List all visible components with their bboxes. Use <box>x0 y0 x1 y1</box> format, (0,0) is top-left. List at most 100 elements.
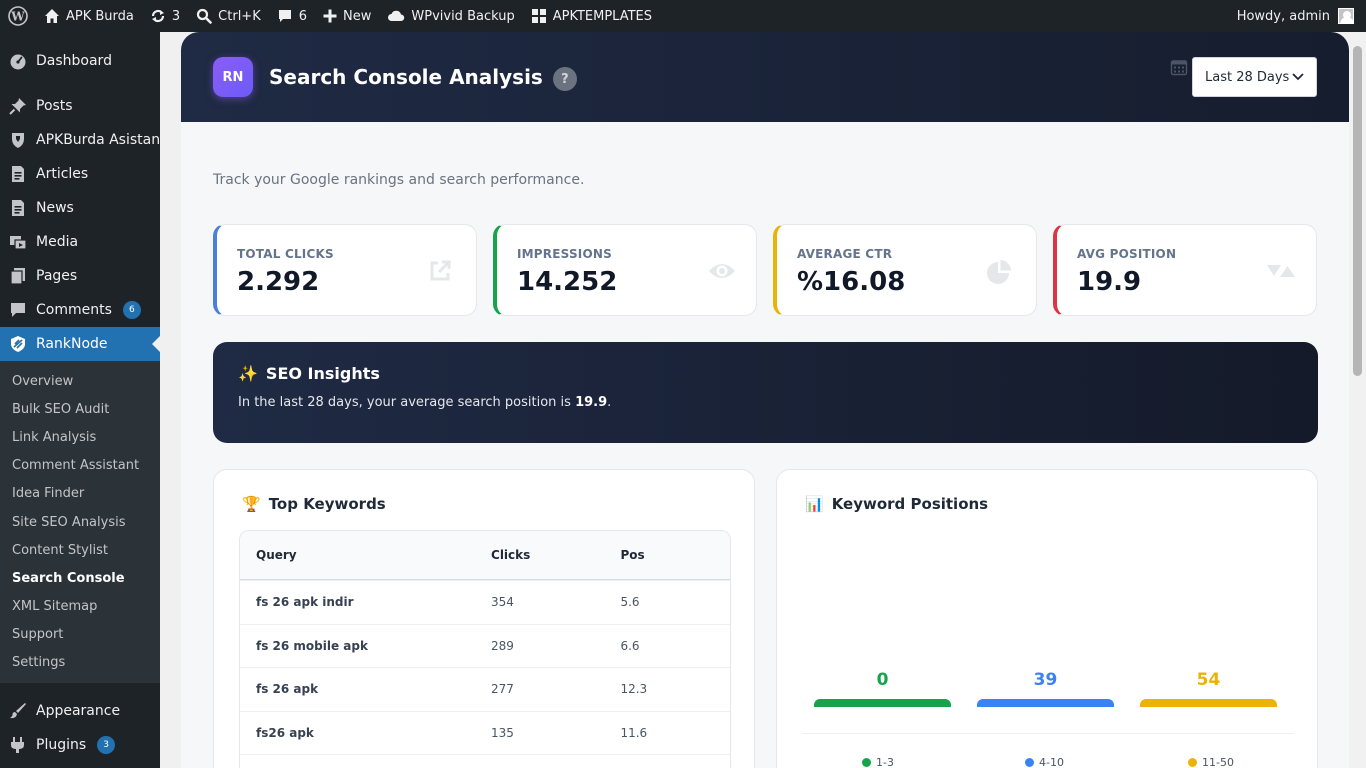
chart-bar[interactable] <box>977 699 1114 707</box>
account-menu[interactable]: Howdy, admin <box>1237 8 1366 24</box>
sidebar-item-apkburda-asistani[interactable]: APKBurda Asistanı <box>0 123 164 157</box>
sidebar-item-ranknode[interactable]: RankNode <box>0 327 160 361</box>
submenu-comment-assistant[interactable]: Comment Assistant <box>12 458 140 474</box>
keyword-positions-title-row: 📊 Keyword Positions <box>805 495 988 513</box>
column-header-query[interactable]: Query <box>256 548 297 562</box>
insights-title: SEO Insights <box>265 364 380 383</box>
calendar-icon <box>1170 60 1188 76</box>
submenu-xml-sitemap[interactable]: XML Sitemap <box>12 599 98 615</box>
submenu-idea-finder[interactable]: Idea Finder <box>12 486 85 502</box>
legend-dot-icon <box>1188 758 1197 767</box>
sidebar-item-label: Pages <box>36 268 78 284</box>
scrollbar-thumb[interactable] <box>1353 46 1362 376</box>
sidebar-item-posts[interactable]: Posts <box>0 89 160 123</box>
admin-bar: W APK Burda 3 Ctrl+K 6 New WPvivid Backu… <box>0 0 1366 32</box>
pin-icon <box>9 97 27 115</box>
panel-header: RN Search Console Analysis ? Last 28 Day… <box>181 32 1349 122</box>
home-icon <box>45 9 59 23</box>
media-icon <box>9 233 27 251</box>
position-cell: 6.6 <box>620 638 640 653</box>
sidebar-item-pages[interactable]: Pages <box>0 259 160 293</box>
top-keywords-table: Query Clicks Pos fs 26 apk indir 354 5.6… <box>239 530 731 768</box>
clicks-cell: 354 <box>491 595 514 610</box>
legend-label: 1-3 <box>876 756 894 768</box>
legend-label: 4-10 <box>1039 756 1064 768</box>
stat-value: 2.292 <box>237 267 320 297</box>
chart-bar[interactable] <box>1140 699 1277 707</box>
chart-column-4-10: 39 <box>977 670 1114 707</box>
legend-dot-icon <box>862 758 871 767</box>
sidebar-item-label: Plugins <box>36 737 87 754</box>
position-cell: 12.3 <box>620 682 648 697</box>
table-row[interactable] <box>240 754 730 768</box>
submenu-bulk-seo-audit[interactable]: Bulk SEO Audit <box>12 401 110 417</box>
sidebar-item-label: Media <box>36 234 79 250</box>
sidebar-item-news[interactable]: News <box>0 191 160 225</box>
templates-link[interactable]: APKTEMPLATES <box>523 0 660 32</box>
page-scrollbar[interactable] <box>1349 32 1366 768</box>
page-subtitle: Track your Google rankings and search pe… <box>213 172 585 188</box>
plus-icon <box>323 9 337 23</box>
ranknode-logo: RN <box>213 57 253 97</box>
position-cell: 5.6 <box>620 595 640 610</box>
sidebar-item-dashboard[interactable]: Dashboard <box>0 44 160 78</box>
greeting: Howdy, admin <box>1236 8 1330 24</box>
column-header-clicks[interactable]: Clicks <box>491 548 531 562</box>
query-cell: fs 26 apk <box>256 682 319 697</box>
wordpress-logo-button[interactable]: W <box>0 0 36 32</box>
stat-value: 14.252 <box>517 267 618 297</box>
ranknode-submenu: Overview Bulk SEO Audit Link Analysis Co… <box>0 361 160 684</box>
wordpress-logo-icon: W <box>8 6 28 26</box>
submenu-site-seo-analysis[interactable]: Site SEO Analysis <box>12 514 126 530</box>
keyword-positions-title: Keyword Positions <box>831 495 989 513</box>
sidebar-item-plugins[interactable]: Plugins 3 <box>0 728 160 762</box>
sidebar-item-comments[interactable]: Comments 6 <box>0 293 160 327</box>
table-row[interactable]: fs26 apk 135 11.6 <box>240 710 730 755</box>
site-name-link[interactable]: APK Burda <box>36 0 142 32</box>
submenu-overview[interactable]: Overview <box>12 373 74 389</box>
query-cell: fs 26 mobile apk <box>256 638 368 653</box>
submenu-link-analysis[interactable]: Link Analysis <box>12 429 97 445</box>
chart-data-label: 39 <box>1033 670 1058 690</box>
help-icon[interactable]: ? <box>552 67 577 91</box>
updates-link[interactable]: 3 <box>142 0 188 32</box>
keyword-positions-chart: 0 1-3 39 4-10 54 11-50 <box>802 670 1294 768</box>
column-header-pos[interactable]: Pos <box>620 548 645 562</box>
sparkles-icon: ✨ <box>238 364 258 383</box>
table-row[interactable]: fs 26 mobile apk 289 6.6 <box>240 623 730 668</box>
table-row[interactable]: fs 26 apk indir 354 5.6 <box>240 580 730 624</box>
submenu-support[interactable]: Support <box>12 627 64 643</box>
backup-link[interactable]: WPvivid Backup <box>379 0 522 32</box>
sort-arrows-icon <box>1267 265 1295 277</box>
stat-label: TOTAL CLICKS <box>237 247 334 261</box>
legend-dot-icon <box>1025 758 1034 767</box>
table-row[interactable]: fs 26 apk 277 12.3 <box>240 667 730 711</box>
new-content-button[interactable]: New <box>315 0 379 32</box>
comment-icon <box>9 301 27 319</box>
insights-title-row: ✨ SEO Insights <box>238 364 1293 383</box>
chart-legend-item: 11-50 <box>1188 756 1234 768</box>
insights-text-after: . <box>607 395 612 410</box>
position-cell: 11.6 <box>620 725 648 740</box>
submenu-search-console[interactable]: Search Console <box>12 570 125 586</box>
seo-insights-banner: ✨ SEO Insights In the last 28 days, your… <box>213 342 1318 443</box>
search-shortcut-button[interactable]: Ctrl+K <box>188 0 269 32</box>
stat-label: AVG POSITION <box>1077 247 1177 261</box>
updates-count: 3 <box>171 8 181 24</box>
external-link-icon <box>430 260 451 281</box>
refresh-icon <box>151 9 164 23</box>
submenu-content-stylist[interactable]: Content Stylist <box>12 542 108 558</box>
submenu-settings[interactable]: Settings <box>12 655 66 671</box>
comments-link[interactable]: 6 <box>269 0 315 32</box>
sidebar-item-appearance[interactable]: Appearance <box>0 694 160 728</box>
date-range-select[interactable]: Last 28 Days <box>1192 57 1317 97</box>
sidebar-item-articles[interactable]: Articles <box>0 157 160 191</box>
sidebar-item-media[interactable]: Media <box>0 225 160 259</box>
chart-bar[interactable] <box>814 699 951 707</box>
top-keywords-title: Top Keywords <box>268 495 386 513</box>
sidebar-item-label: Comments <box>36 302 112 318</box>
insights-text: In the last 28 days, your average search… <box>238 395 1293 410</box>
plugin-icon <box>9 736 27 754</box>
pie-chart-icon <box>987 260 1011 284</box>
chart-legend-item: 4-10 <box>1025 756 1064 768</box>
